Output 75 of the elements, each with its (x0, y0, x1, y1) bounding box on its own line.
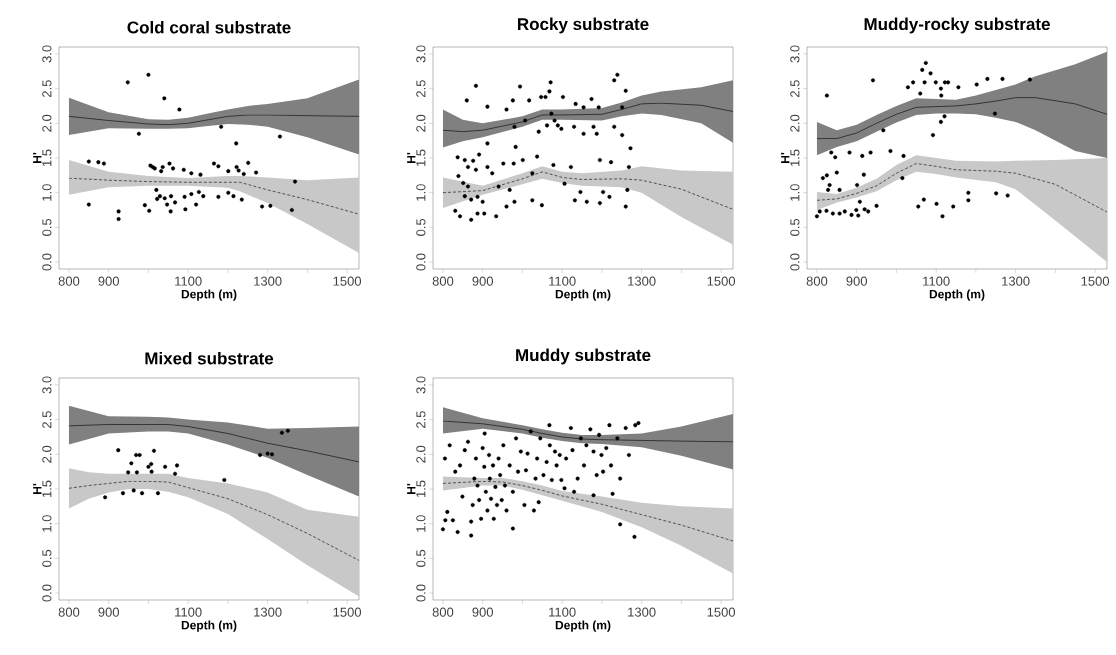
x-tick-label: 1500 (1081, 276, 1110, 286)
x-tick-label: 1300 (628, 276, 656, 286)
chart-title: Mixed substrate (145, 351, 274, 365)
x-tick-label: 1500 (333, 607, 362, 617)
x-tick-label: 800 (58, 276, 80, 286)
x-tick-label: 1100 (549, 276, 576, 286)
y-tick-label: 2.5 (42, 411, 52, 428)
y-tick-label: 2.5 (42, 80, 52, 97)
y-tick-label: 1.0 (416, 515, 426, 532)
y-tick-label: 0.0 (416, 584, 426, 602)
y-tick-label: 0.0 (42, 584, 52, 602)
x-tick-label: 1500 (707, 607, 736, 617)
y-axis-title: H' (33, 152, 42, 163)
y-axis-title: H' (781, 152, 790, 163)
x-axis-title: Depth (m) (181, 289, 237, 301)
chart-title: Rocky substrate (518, 17, 649, 34)
y-tick-label: 1.0 (790, 184, 800, 201)
y-tick-label: 1.0 (416, 184, 426, 201)
y-tick-label: 2.5 (790, 80, 800, 97)
y-axis-title: H' (407, 483, 416, 494)
x-tick-label: 800 (806, 276, 828, 286)
x-tick-label: 900 (472, 276, 494, 286)
chart-title: Muddy-rocky substrate (864, 17, 1050, 34)
y-tick-label: 2.5 (416, 80, 426, 97)
y-tick-label: 1.5 (416, 480, 426, 498)
x-tick-label: 1300 (254, 607, 282, 617)
x-tick-label: 800 (58, 607, 80, 617)
y-tick-label: 0.5 (790, 218, 800, 236)
y-axis-title: H' (33, 483, 42, 494)
x-tick-label: 900 (98, 276, 120, 286)
y-tick-label: 0.5 (416, 549, 426, 567)
y-tick-label: 2.0 (790, 114, 800, 132)
y-tick-label: 3.0 (42, 376, 52, 394)
y-tick-label: 0.0 (790, 253, 800, 271)
y-tick-label: 0.0 (42, 253, 52, 271)
x-tick-label: 1100 (923, 276, 950, 286)
x-tick-label: 800 (432, 276, 454, 286)
y-tick-label: 1.5 (42, 480, 52, 498)
x-tick-label: 1100 (175, 607, 202, 617)
y-tick-label: 3.0 (790, 45, 800, 63)
y-tick-label: 1.0 (42, 184, 52, 201)
x-tick-label: 1100 (175, 276, 202, 286)
y-tick-label: 1.0 (42, 515, 52, 532)
y-tick-label: 2.0 (416, 445, 426, 463)
y-axis-title: H' (407, 152, 416, 163)
y-tick-label: 2.5 (416, 411, 426, 428)
y-tick-label: 1.5 (790, 149, 800, 167)
y-tick-label: 0.5 (42, 549, 52, 567)
y-tick-label: 3.0 (416, 45, 426, 63)
y-tick-label: 0.5 (416, 218, 426, 236)
y-tick-label: 3.0 (42, 45, 52, 63)
y-tick-label: 2.0 (42, 445, 52, 463)
y-tick-label: 2.0 (416, 114, 426, 132)
y-tick-label: 1.5 (416, 149, 426, 167)
y-tick-label: 1.5 (42, 149, 52, 167)
chart-title: Muddy substrate (516, 348, 651, 365)
x-tick-label: 1300 (254, 276, 282, 286)
x-tick-label: 1300 (1002, 276, 1030, 286)
x-tick-label: 800 (432, 607, 454, 617)
x-tick-label: 1100 (549, 607, 576, 617)
y-tick-label: 0.5 (42, 218, 52, 236)
y-tick-label: 0.0 (416, 253, 426, 271)
y-tick-label: 3.0 (416, 376, 426, 394)
x-tick-label: 900 (472, 607, 494, 617)
x-tick-label: 900 (846, 276, 868, 286)
chart-title: Cold coral substrate (127, 20, 291, 34)
x-tick-label: 1500 (707, 276, 736, 286)
x-axis-title: Depth (m) (555, 620, 611, 632)
x-axis-title: Depth (m) (555, 289, 611, 301)
x-tick-label: 1300 (628, 607, 656, 617)
y-tick-label: 2.0 (42, 114, 52, 132)
x-tick-label: 1500 (333, 276, 362, 286)
x-axis-title: Depth (m) (181, 620, 237, 632)
x-axis-title: Depth (m) (929, 289, 985, 301)
x-tick-label: 900 (98, 607, 120, 617)
